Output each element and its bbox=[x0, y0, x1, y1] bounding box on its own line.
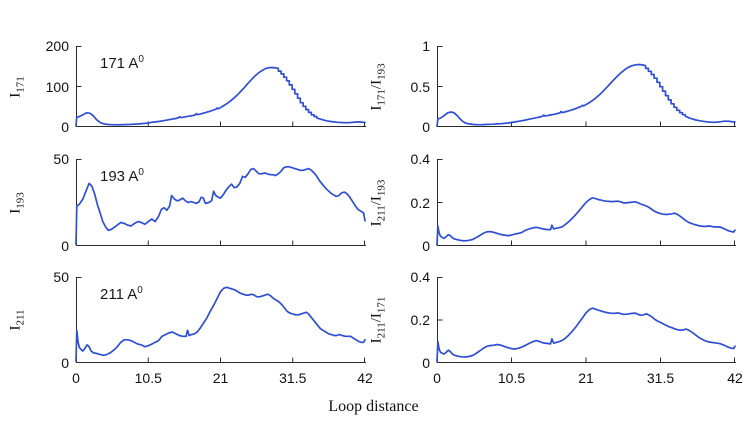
y-axis-title-subscript: 211 bbox=[375, 322, 388, 339]
y-tick-label: 0 bbox=[61, 355, 69, 371]
wavelength-annotation: 171 A0 bbox=[100, 54, 144, 72]
y-tick-label: 0 bbox=[422, 119, 430, 135]
x-tick-label: 0 bbox=[433, 370, 441, 386]
series-line-i211-over-i171 bbox=[436, 307, 736, 363]
y-tick-label: 0.4 bbox=[410, 269, 430, 285]
y-tick-label: 0 bbox=[61, 238, 69, 254]
y-axis-title: I171 bbox=[7, 75, 27, 98]
y-tick-label: 0.4 bbox=[410, 151, 430, 167]
y-axis-title-subscript: 211 bbox=[14, 309, 27, 326]
y-tick-label: 0 bbox=[422, 355, 430, 371]
y-tick-label: 50 bbox=[53, 151, 69, 167]
y-axis-title-subscript: 193 bbox=[375, 62, 388, 80]
y-axis-title: I211/I171 bbox=[368, 296, 388, 344]
y-tick-label: 200 bbox=[45, 38, 69, 54]
y-tick-label: 0.2 bbox=[410, 312, 430, 328]
y-axis-title-subscript: 171 bbox=[375, 296, 388, 314]
annotation-superscript: 0 bbox=[138, 167, 144, 178]
y-tick-label: 0.2 bbox=[410, 194, 430, 211]
subplot-i211: 0 50 0 10.5 21 31.5 42 I211 211 A0 bbox=[8, 269, 373, 386]
y-axis-title: I211 bbox=[7, 309, 27, 331]
series-line-i211-over-i193 bbox=[436, 197, 736, 246]
y-tick-label: 0 bbox=[422, 238, 430, 254]
plot-axes-i171 bbox=[75, 46, 366, 127]
y-tick-label: 50 bbox=[53, 269, 69, 285]
wavelength-annotation: 193 A0 bbox=[100, 167, 144, 185]
y-axis-title-subscript: 171 bbox=[375, 88, 388, 106]
x-tick-label: 31.5 bbox=[279, 370, 307, 386]
x-tick-label: 42 bbox=[727, 370, 743, 386]
y-axis-title: I171/I193 bbox=[368, 62, 388, 111]
x-tick-label: 31.5 bbox=[646, 370, 675, 386]
subplot-i171: 0 100 200 I171 171 A0 bbox=[8, 38, 366, 135]
y-axis-title-subscript: 193 bbox=[375, 179, 388, 196]
plot-axes-i211-over-i171 bbox=[436, 277, 736, 363]
annotation-superscript: 0 bbox=[138, 54, 144, 65]
subplot-i211-over-i171: 0 0.2 0.4 0 10.5 21 31.5 42 I211/I171 bbox=[369, 269, 743, 386]
wavelength-annotation: 211 A0 bbox=[100, 285, 143, 303]
series-line-i193 bbox=[75, 165, 366, 246]
x-tick-label: 21 bbox=[578, 370, 594, 386]
y-tick-label: 0.5 bbox=[410, 78, 430, 95]
y-axis-title-subscript: 211 bbox=[375, 204, 388, 221]
y-tick-label: 0 bbox=[61, 119, 69, 135]
y-axis-title: I193 bbox=[7, 191, 27, 214]
y-axis-title-subscript: 171 bbox=[14, 75, 27, 93]
subplot-i171-over-i193: 0 0.5 1 I171/I193 bbox=[369, 38, 736, 135]
x-tick-label: 10.5 bbox=[134, 370, 162, 386]
x-tick-label: 42 bbox=[357, 370, 373, 386]
y-tick-label: 1 bbox=[422, 38, 430, 54]
y-axis-title: I211/I193 bbox=[368, 179, 388, 226]
plot-axes-i211-over-i193 bbox=[436, 159, 736, 246]
plot-axes-i193 bbox=[75, 159, 366, 246]
series-line-i171 bbox=[75, 66, 366, 127]
series-line-i211 bbox=[75, 286, 366, 363]
x-tick-label: 21 bbox=[212, 370, 229, 386]
x-axis-label: Loop distance bbox=[328, 398, 419, 415]
y-tick-label: 100 bbox=[45, 78, 69, 95]
series-line-i171-over-i193 bbox=[436, 63, 736, 128]
x-tick-label: 0 bbox=[72, 370, 80, 386]
subplot-i211-over-i193: 0 0.2 0.4 I211/I193 bbox=[369, 151, 736, 254]
plot-axes-i171-over-i193 bbox=[436, 46, 736, 128]
annotation-superscript: 0 bbox=[137, 285, 143, 296]
y-axis-title-subscript: 193 bbox=[14, 191, 27, 209]
plot-axes-i211 bbox=[75, 277, 366, 363]
subplot-i193: 0 50 I193 193 A0 bbox=[8, 151, 366, 254]
x-tick-label: 10.5 bbox=[497, 370, 526, 386]
